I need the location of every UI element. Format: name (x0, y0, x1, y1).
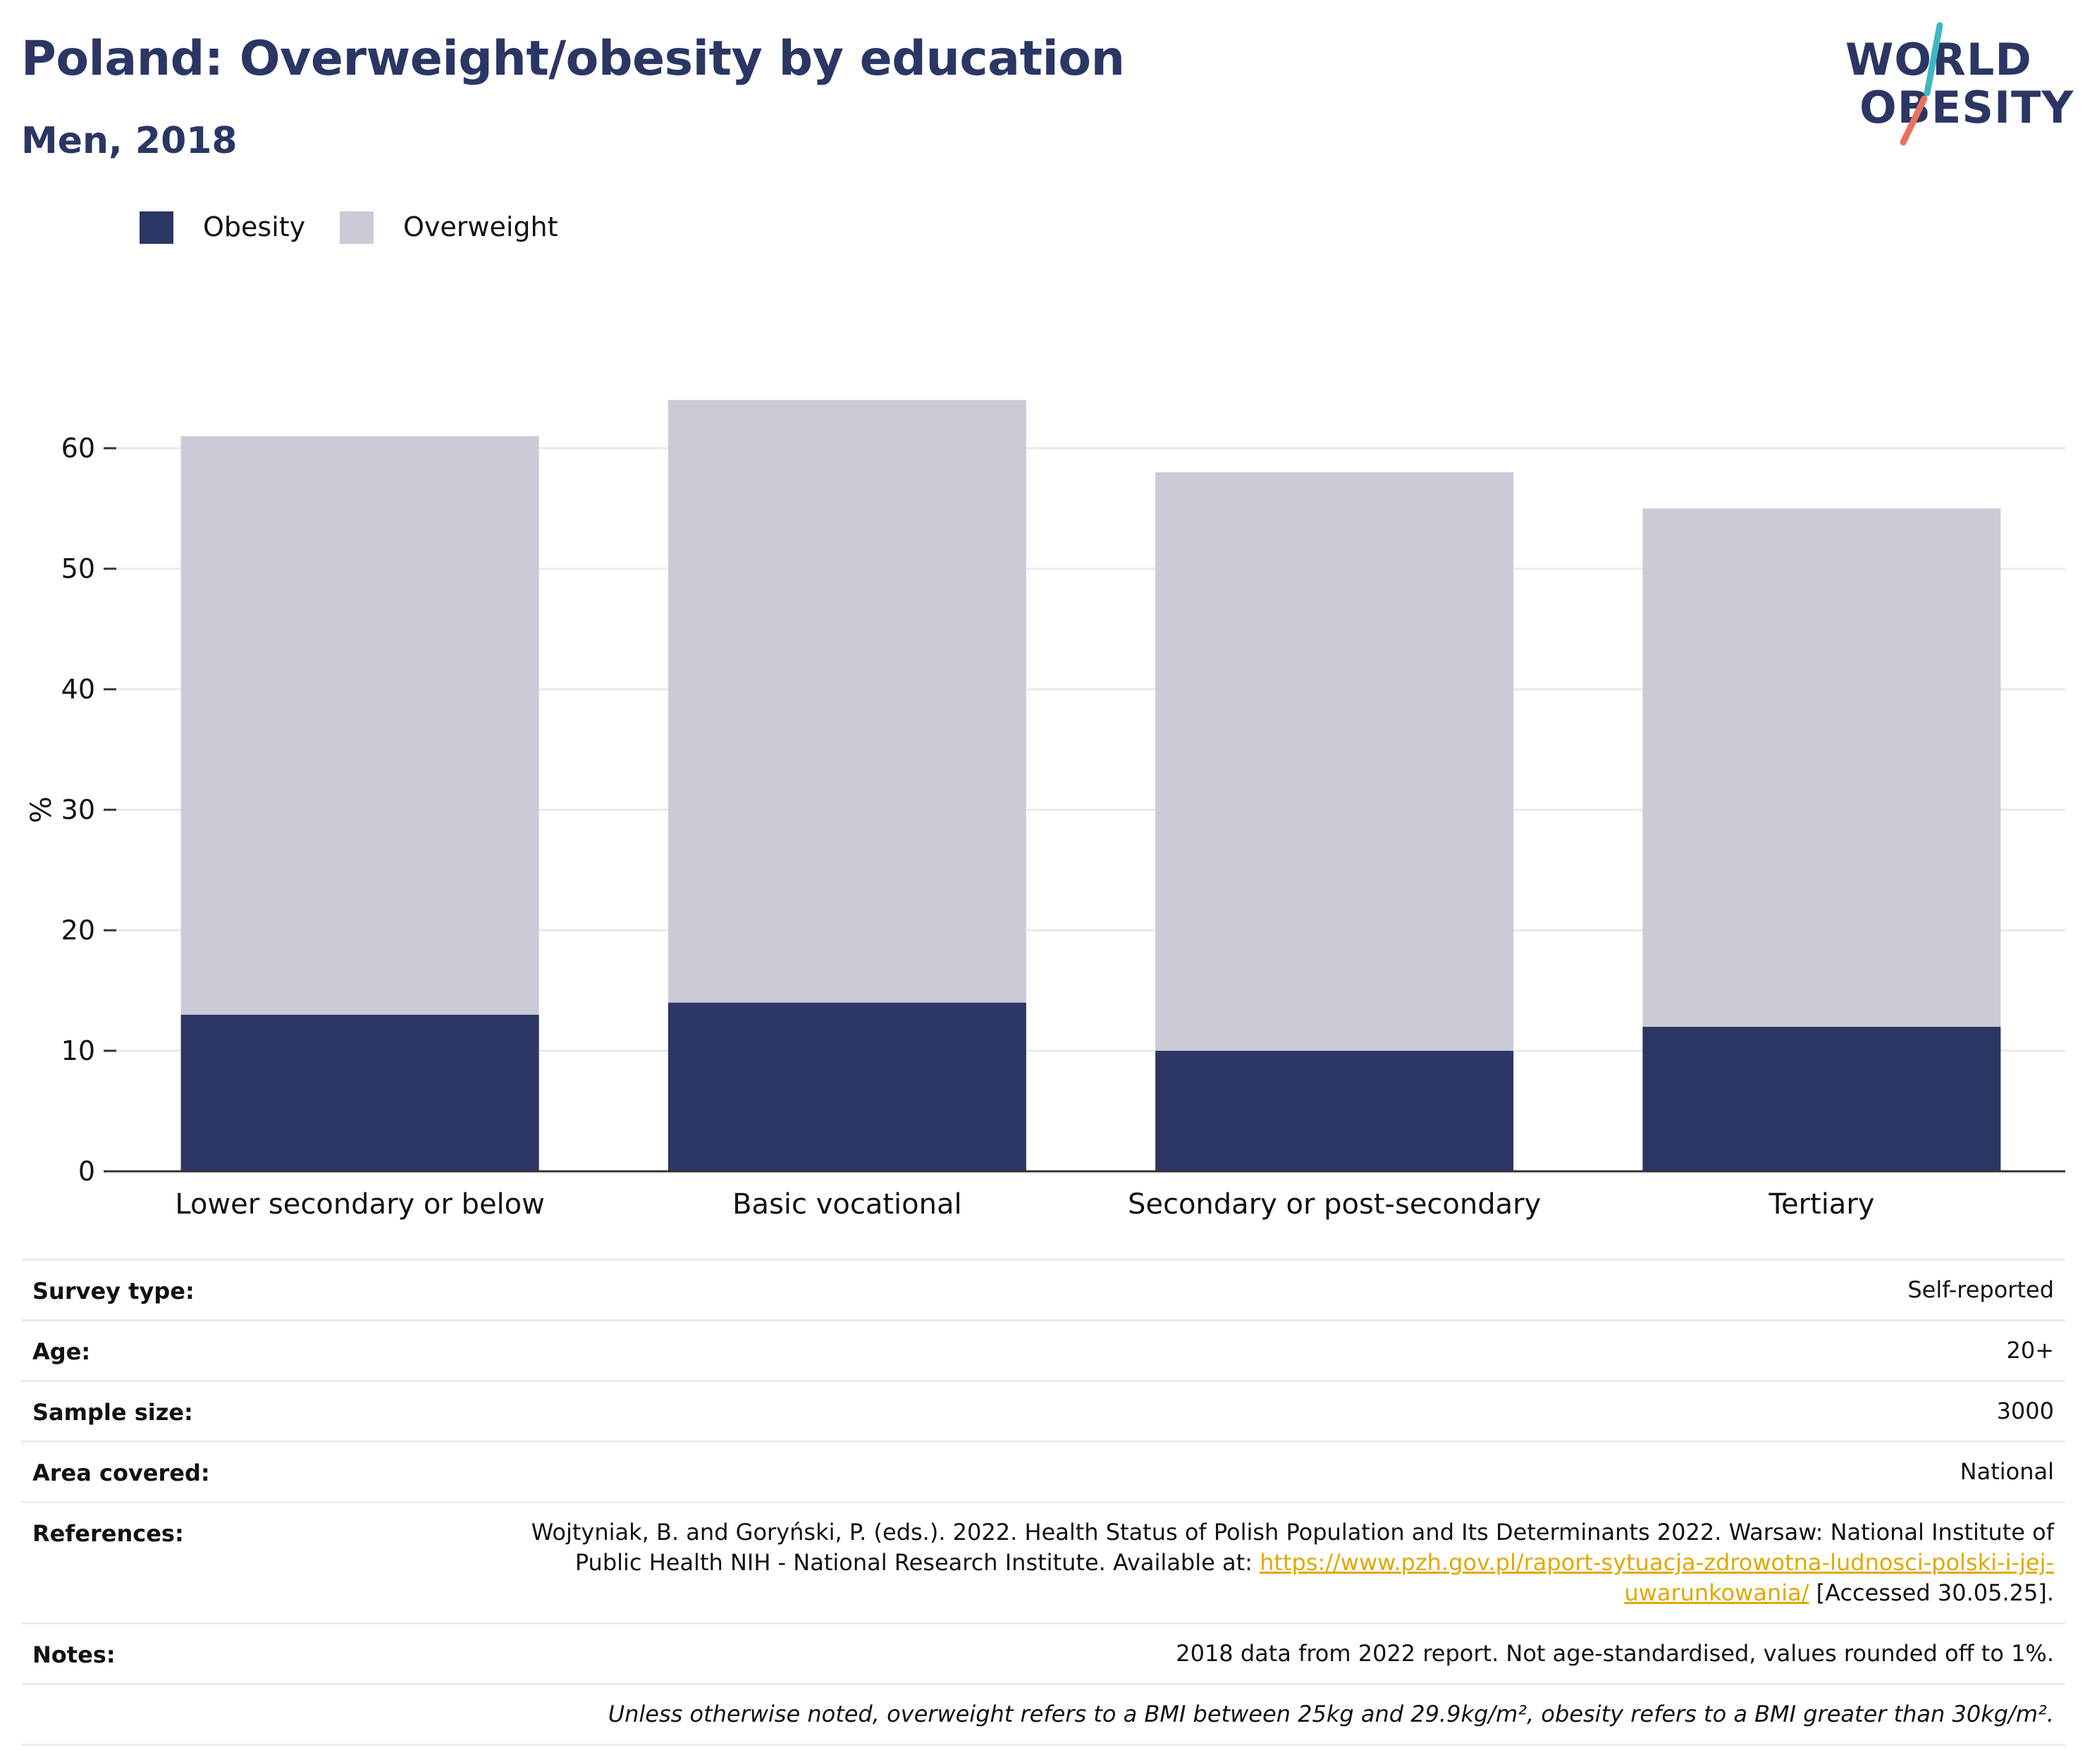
bar-obesity-3 (1155, 1051, 1514, 1171)
bar-overweight-4 (1642, 508, 2001, 1027)
meta-row-footnote: Unless otherwise noted, overweight refer… (21, 1683, 2065, 1746)
y-tick-label: 20 (61, 915, 95, 946)
logo-text-obesity: OBESITY (1859, 82, 2074, 133)
meta-label: Area covered: (32, 1460, 210, 1486)
logo-slash-icon (1900, 22, 1943, 146)
y-tick-label: 60 (61, 433, 95, 464)
bar-obesity-4 (1642, 1026, 2001, 1171)
bmi-footnote: Unless otherwise noted, overweight refer… (608, 1701, 2054, 1727)
stacked-bar-chart: 0 10 20 30 40 50 60% Lower secondary or below Ba… (25, 400, 2065, 1221)
meta-value: Self-reported (1907, 1276, 2054, 1303)
chart-subtitle: Men, 2018 (21, 120, 238, 162)
meta-label: References: (32, 1520, 184, 1547)
meta-row-notes: Notes: 2018 data from 2022 report. Not a… (21, 1622, 2065, 1683)
y-tick-label: 40 (61, 674, 95, 705)
metadata-table: Survey type: Self-reported Age: 20+ Samp… (21, 1259, 2065, 1746)
meta-row-references: References: Wojtyniak, B. and Goryński, … (21, 1501, 2065, 1622)
legend-label-overweight: Overweight (403, 211, 558, 242)
x-tick-label: Lower secondary or below (175, 1188, 544, 1221)
meta-value-references: Wojtyniak, B. and Goryński, P. (eds.). 2… (526, 1503, 2054, 1622)
bar-obesity-2 (668, 1002, 1026, 1171)
x-tick-label: Basic vocational (732, 1188, 962, 1221)
bar-overweight-3 (1155, 472, 1514, 1051)
bar-obesity-1 (180, 1014, 539, 1171)
y-axis-label: % (25, 796, 58, 823)
reference-text: Wojtyniak, B. and Goryński, P. (eds.). 2… (531, 1519, 2054, 1576)
meta-label: Notes: (32, 1641, 116, 1668)
x-tick-label: Tertiary (1768, 1188, 1874, 1221)
world-obesity-logo: WORLD OBESITY (1833, 20, 2074, 147)
x-tick-label: Secondary or post-secondary (1128, 1188, 1541, 1221)
reference-accessed: [Accessed 30.05.25]. (1809, 1579, 2054, 1606)
bar-overweight-1 (180, 436, 539, 1015)
meta-row-sample-size: Sample size: 3000 (21, 1380, 2065, 1441)
y-tick-label: 0 (78, 1156, 95, 1187)
meta-label: Age: (32, 1338, 91, 1365)
legend-swatch-overweight (340, 211, 374, 244)
legend-swatch-obesity (140, 211, 173, 244)
bar-overweight-2 (668, 400, 1026, 1003)
reference-link[interactable]: https://www.pzh.gov.pl/raport-sytuacja-z… (1260, 1549, 2054, 1606)
chart-title: Poland: Overweight/obesity by education (21, 31, 1125, 87)
y-tick-label: 10 (61, 1035, 95, 1066)
meta-value: 2018 data from 2022 report. Not age-stan… (1176, 1640, 2054, 1667)
meta-row-age: Age: 20+ (21, 1319, 2065, 1380)
meta-row-area-covered: Area covered: National (21, 1441, 2065, 1501)
meta-label: Sample size: (32, 1399, 193, 1426)
meta-row-survey-type: Survey type: Self-reported (21, 1259, 2065, 1319)
meta-value: 3000 (1996, 1398, 2054, 1424)
legend-label-obesity: Obesity (203, 211, 306, 242)
y-tick-label: 30 (61, 794, 95, 825)
meta-value: 20+ (2006, 1337, 2054, 1364)
meta-value: National (1960, 1458, 2054, 1485)
y-tick-label: 50 (61, 553, 95, 584)
meta-label: Survey type: (32, 1278, 195, 1305)
